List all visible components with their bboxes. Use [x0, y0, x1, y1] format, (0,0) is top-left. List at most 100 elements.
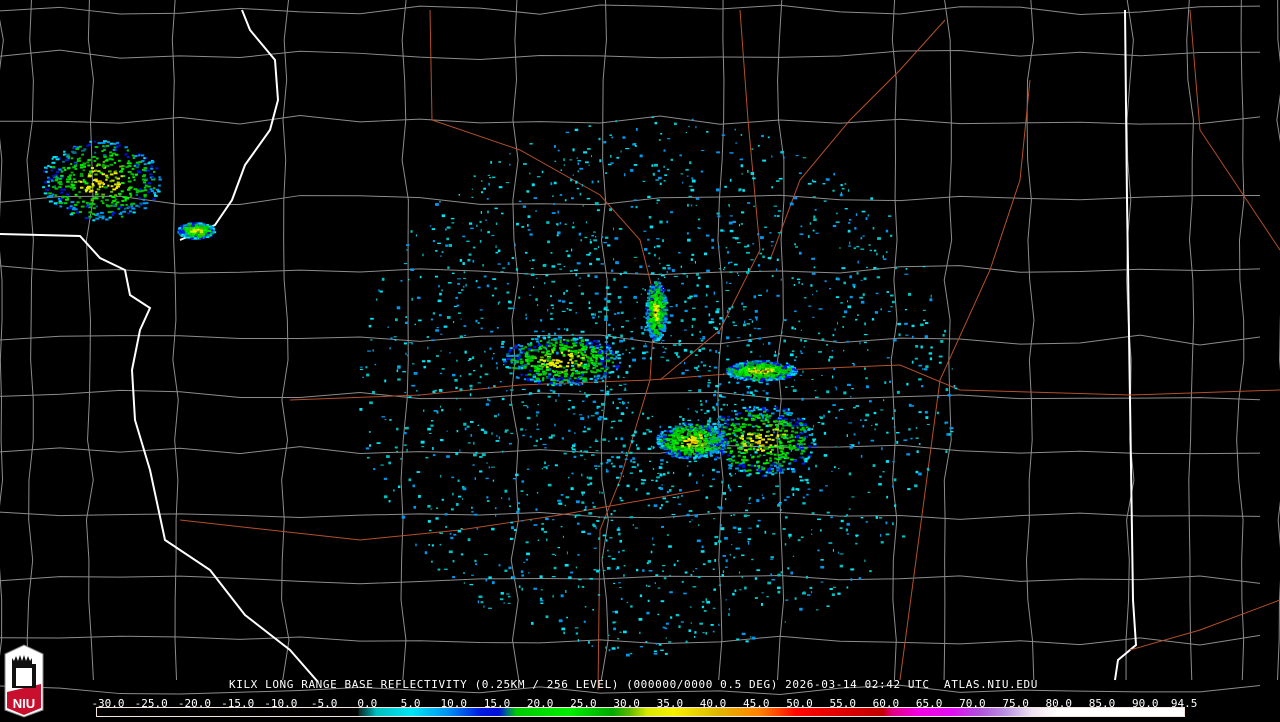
echo-cell	[515, 346, 518, 349]
echo-cell	[570, 352, 574, 355]
echo-cell	[559, 341, 562, 344]
echo-cell	[896, 390, 900, 394]
echo-cell	[858, 441, 860, 445]
echo-cell	[567, 361, 570, 364]
echo-cell	[595, 526, 597, 530]
echo-cell	[410, 268, 415, 272]
echo-cell	[107, 170, 112, 173]
echo-cell	[663, 276, 666, 279]
echo-cell	[542, 377, 545, 380]
echo-cell	[739, 462, 743, 465]
echo-cell	[838, 468, 840, 470]
echo-cell	[576, 371, 580, 374]
echo-cell	[153, 194, 158, 197]
echo-cell	[446, 455, 450, 458]
echo-cell	[590, 370, 593, 373]
echo-cell	[584, 606, 587, 608]
echo-cell	[653, 293, 656, 296]
echo-cell	[829, 355, 834, 359]
echo-cell	[701, 442, 705, 445]
echo-cell	[792, 555, 795, 557]
echo-cell	[742, 440, 746, 443]
echo-cell	[581, 530, 585, 534]
echo-cell	[144, 178, 149, 181]
echo-cell	[760, 414, 765, 417]
echo-cell	[694, 433, 697, 436]
echo-cell	[608, 376, 611, 378]
echo-cell	[510, 361, 513, 364]
echo-cell	[71, 184, 75, 187]
echo-cell	[767, 421, 770, 424]
echo-cell	[642, 288, 644, 290]
echo-cell	[625, 320, 630, 322]
echo-cell	[623, 564, 626, 567]
echo-cell	[543, 364, 548, 367]
echo-cell	[717, 215, 721, 218]
echo-cell	[651, 479, 654, 481]
echo-cell	[783, 156, 785, 159]
echo-cell	[611, 351, 615, 354]
echo-cell	[594, 322, 598, 325]
echo-cell	[729, 229, 734, 233]
echo-cell	[759, 382, 763, 384]
echo-cell	[926, 467, 930, 471]
echo-cell	[704, 305, 708, 308]
echo-cell	[634, 317, 636, 319]
echo-cell	[690, 428, 694, 432]
echo-cell	[849, 444, 852, 446]
echo-cell	[615, 261, 619, 265]
echo-cell	[557, 328, 561, 330]
echo-cell	[719, 317, 723, 320]
echo-cell	[566, 329, 568, 332]
echo-cell	[922, 266, 926, 268]
echo-cell	[116, 177, 121, 180]
echo-cell	[504, 431, 508, 433]
echo-cell	[855, 213, 858, 216]
echo-cell	[59, 197, 63, 200]
echo-cell	[847, 305, 852, 309]
echo-cell	[769, 457, 772, 460]
echo-cell	[818, 308, 823, 310]
echo-cell	[656, 317, 659, 320]
echo-cell	[733, 426, 737, 429]
echo-cell	[616, 528, 621, 531]
echo-cell	[740, 442, 744, 445]
echo-cell	[762, 474, 766, 477]
echo-cell	[555, 382, 558, 385]
echo-cell	[498, 161, 501, 163]
echo-cell	[563, 379, 567, 382]
echo-cell	[668, 450, 671, 453]
echo-cell	[587, 427, 591, 431]
echo-cell	[560, 376, 563, 379]
echo-cell	[950, 430, 954, 433]
echo-cell	[492, 479, 495, 482]
echo-cell	[446, 430, 448, 432]
echo-cell	[496, 326, 499, 329]
echo-cell	[718, 443, 723, 446]
echo-cell	[68, 174, 73, 177]
echo-cell	[606, 299, 611, 303]
echo-cell	[684, 427, 688, 430]
echo-cell	[793, 197, 798, 200]
echo-cell	[729, 152, 734, 154]
echo-cell	[618, 582, 621, 584]
echo-cell	[630, 605, 633, 608]
echo-cell	[131, 207, 135, 210]
echo-cell	[777, 454, 780, 457]
echo-cell	[386, 455, 390, 458]
echo-cell	[769, 452, 773, 455]
echo-cell	[510, 521, 514, 524]
echo-cell	[756, 376, 760, 379]
echo-cell	[789, 373, 793, 376]
echo-cell	[729, 178, 732, 182]
echo-cell	[588, 476, 593, 480]
echo-cell	[646, 429, 650, 431]
echo-cell	[731, 409, 733, 412]
echo-cell	[669, 451, 673, 454]
echo-cell	[667, 452, 671, 455]
echo-cell	[585, 339, 589, 342]
echo-cell	[528, 294, 532, 296]
echo-cell	[597, 465, 601, 467]
echo-cell	[574, 370, 579, 372]
